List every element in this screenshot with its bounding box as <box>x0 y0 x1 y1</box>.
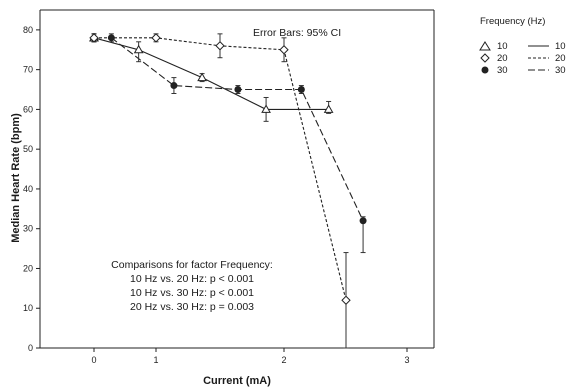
x-tick-label: 0 <box>91 355 96 365</box>
series-line-10 <box>93 37 329 110</box>
stats-10-vs-30: 10 Hz vs. 30 Hz: p < 0.001 <box>130 287 254 299</box>
legend-diamond-icon <box>480 53 490 63</box>
y-tick-label: 50 <box>23 144 33 154</box>
legend-marker-label-10: 10 <box>497 41 508 52</box>
legend: Frequency (Hz) 10 10 20 20 30 30 <box>479 16 566 76</box>
legend-triangle-icon <box>479 41 491 51</box>
point-30 <box>170 82 178 90</box>
legend-marker-label-20: 20 <box>497 53 508 64</box>
legend-title: Frequency (Hz) <box>480 16 545 27</box>
y-tick-label: 20 <box>23 263 33 273</box>
error-bars-note: Error Bars: 95% CI <box>253 27 341 39</box>
stats-title: Comparisons for factor Frequency: <box>111 259 273 271</box>
point-10 <box>197 72 207 82</box>
x-tick-label: 2 <box>281 355 286 365</box>
legend-line-label-10: 10 <box>555 41 566 52</box>
point-20 <box>279 45 289 55</box>
y-axis-title: Median Heart Rate (bpm) <box>10 113 22 243</box>
point-30 <box>297 86 305 94</box>
legend-line-label-30: 30 <box>555 65 566 76</box>
point-30 <box>234 86 242 94</box>
y-tick-label: 10 <box>23 303 33 313</box>
y-tick-label: 0 <box>28 343 33 353</box>
legend-line-label-20: 20 <box>555 53 566 64</box>
stats-20-vs-30: 20 Hz vs. 30 Hz: p = 0.003 <box>130 301 254 313</box>
point-20 <box>341 295 351 305</box>
series-line-30 <box>111 37 364 222</box>
y-tick-label: 30 <box>23 224 33 234</box>
legend-circle-icon <box>481 66 489 74</box>
point-20 <box>151 33 161 43</box>
point-30 <box>107 34 115 42</box>
point-30 <box>359 217 367 225</box>
point-10 <box>261 104 271 113</box>
y-tick-label: 60 <box>23 104 33 114</box>
point-20 <box>89 33 99 43</box>
y-tick-label: 70 <box>23 65 33 75</box>
point-20 <box>215 41 225 51</box>
y-tick-label: 80 <box>23 25 33 35</box>
stats-10-vs-20: 10 Hz vs. 20 Hz: p < 0.001 <box>130 273 254 285</box>
legend-marker-label-30: 30 <box>497 65 508 76</box>
markers <box>89 32 367 305</box>
x-tick-label: 3 <box>404 355 409 365</box>
x-tick-label: 1 <box>153 355 158 365</box>
point-10 <box>133 44 144 54</box>
point-10 <box>323 104 334 113</box>
y-tick-label: 40 <box>23 184 33 194</box>
x-ticks: 0 1 2 3 <box>91 348 410 365</box>
x-axis-title: Current (mA) <box>203 375 271 387</box>
y-ticks: 0 10 20 30 40 50 60 70 80 <box>23 25 40 353</box>
